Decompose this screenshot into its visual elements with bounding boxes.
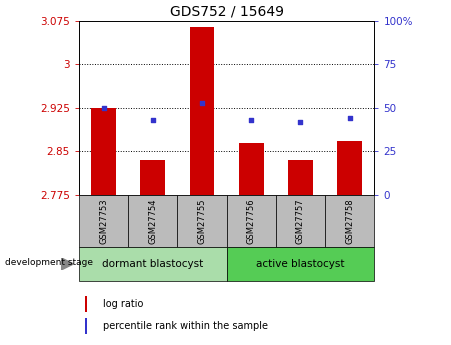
Bar bbox=[325, 195, 374, 247]
Text: development stage: development stage bbox=[5, 258, 92, 267]
Bar bbox=[239, 142, 263, 195]
Polygon shape bbox=[61, 258, 74, 270]
Text: GSM27755: GSM27755 bbox=[198, 198, 207, 244]
Text: percentile rank within the sample: percentile rank within the sample bbox=[102, 321, 267, 331]
Text: dormant blastocyst: dormant blastocyst bbox=[102, 259, 203, 269]
Point bbox=[149, 117, 156, 123]
Text: GSM27758: GSM27758 bbox=[345, 198, 354, 244]
Bar bbox=[79, 247, 226, 281]
Text: GSM27756: GSM27756 bbox=[247, 198, 256, 244]
Point bbox=[297, 119, 304, 125]
Bar bbox=[288, 160, 313, 195]
Text: log ratio: log ratio bbox=[102, 299, 143, 309]
Point bbox=[100, 105, 107, 111]
Bar bbox=[276, 195, 325, 247]
Bar bbox=[226, 247, 374, 281]
Text: GSM27753: GSM27753 bbox=[99, 198, 108, 244]
Bar bbox=[91, 108, 116, 195]
Bar bbox=[79, 195, 128, 247]
Bar bbox=[128, 195, 177, 247]
Text: active blastocyst: active blastocyst bbox=[256, 259, 345, 269]
Bar bbox=[177, 195, 226, 247]
Point bbox=[346, 116, 353, 121]
Point bbox=[248, 117, 255, 123]
Text: GSM27754: GSM27754 bbox=[148, 198, 157, 244]
Title: GDS752 / 15649: GDS752 / 15649 bbox=[170, 4, 284, 18]
Bar bbox=[337, 141, 362, 195]
Bar bbox=[85, 296, 87, 312]
Point bbox=[198, 100, 206, 105]
Bar bbox=[190, 27, 214, 195]
Bar bbox=[85, 318, 87, 334]
Bar bbox=[226, 195, 276, 247]
Text: GSM27757: GSM27757 bbox=[296, 198, 305, 244]
Bar bbox=[140, 160, 165, 195]
